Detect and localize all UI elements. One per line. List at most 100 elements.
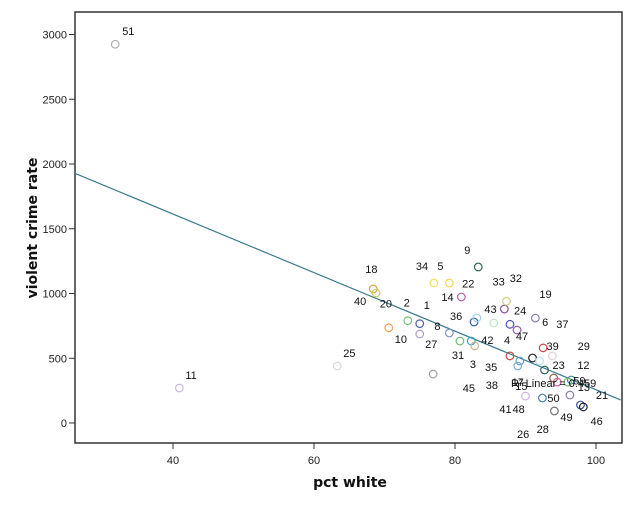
data-point	[538, 393, 547, 403]
point-label: 26	[517, 429, 529, 441]
y-tick-label: 0	[61, 418, 67, 430]
data-point	[332, 361, 342, 371]
point-label: 19	[539, 289, 551, 301]
x-axis: 40 60 80 100	[167, 443, 605, 467]
data-point	[535, 356, 544, 366]
data-point	[563, 377, 573, 387]
y-tick-label: 2000	[43, 159, 67, 171]
point-label: 40	[354, 296, 366, 308]
data-points	[110, 39, 588, 416]
x-tick-label: 60	[308, 455, 320, 467]
point-label: 18	[365, 264, 377, 276]
data-point	[384, 323, 394, 333]
data-point	[540, 365, 549, 375]
point-label: 5	[437, 261, 443, 273]
data-point	[110, 39, 120, 49]
point-label: 28	[537, 424, 549, 436]
data-point	[512, 325, 522, 335]
data-point	[513, 361, 523, 371]
x-tick-label: 40	[167, 455, 179, 467]
data-point	[552, 377, 562, 387]
x-tick-label: 100	[587, 455, 605, 467]
data-point	[456, 292, 466, 302]
data-point	[429, 278, 439, 288]
point-label: 39	[547, 341, 559, 353]
point-label: 20	[380, 299, 392, 311]
point-label: 3	[470, 359, 476, 371]
y-tick-label: 1000	[43, 289, 67, 301]
point-label: 36	[450, 311, 462, 323]
data-point	[473, 262, 483, 272]
y-tick-label: 500	[49, 353, 67, 365]
y-axis-title: violent crime rate	[25, 158, 41, 299]
data-point	[444, 328, 454, 338]
data-point	[371, 288, 381, 298]
data-point	[547, 351, 557, 361]
point-label: 23	[553, 360, 565, 372]
regression-line	[74, 172, 621, 401]
data-point	[428, 369, 438, 379]
point-label: 42	[481, 335, 493, 347]
point-label: 35	[485, 362, 497, 374]
point-label: 47	[516, 331, 528, 343]
r2-annotation: R² Linear = 0.459	[511, 378, 596, 390]
data-point	[505, 319, 515, 329]
data-point	[415, 319, 425, 329]
point-label: 8	[434, 321, 440, 333]
point-label: 31	[452, 350, 464, 362]
point-label: 24	[514, 305, 526, 317]
y-axis: 0 500 1000 1500 2000 2500 3000	[43, 30, 75, 430]
point-label: 43	[484, 304, 496, 316]
data-point	[472, 313, 482, 323]
data-point	[550, 406, 559, 416]
point-label: 12	[577, 360, 589, 372]
point-label: 59	[573, 375, 585, 387]
x-tick-label: 80	[449, 455, 461, 467]
y-tick-label: 2500	[43, 94, 67, 106]
point-label: 14	[441, 292, 453, 304]
point-label: 2	[404, 298, 410, 310]
data-point	[174, 383, 184, 393]
point-label: 34	[416, 261, 428, 273]
data-point	[528, 353, 537, 363]
point-label: 41	[499, 404, 511, 416]
data-point	[489, 318, 499, 328]
data-point	[538, 343, 548, 353]
data-point	[515, 356, 525, 366]
point-label: 48	[513, 404, 525, 416]
data-point	[470, 341, 480, 351]
point-label: 27	[425, 339, 437, 351]
y-tick-label: 1500	[43, 224, 67, 236]
data-point	[521, 391, 530, 401]
data-point	[502, 296, 511, 306]
data-point	[444, 278, 454, 288]
point-label: 37	[556, 319, 568, 331]
fit-line	[74, 172, 621, 401]
data-point	[505, 351, 515, 361]
point-label: 21	[596, 390, 608, 402]
point-label: 13	[578, 382, 590, 394]
data-point	[565, 390, 575, 400]
point-label: 50	[547, 393, 559, 405]
data-point	[415, 329, 425, 339]
data-point	[403, 316, 413, 326]
point-label: 38	[486, 380, 498, 392]
point-label: 17	[512, 377, 524, 389]
point-label: 29	[578, 341, 590, 353]
point-label: 6	[542, 317, 548, 329]
point-label: 45	[463, 383, 475, 395]
point-label: 33	[492, 276, 504, 288]
point-label: 22	[462, 279, 474, 291]
point-label: 46	[590, 416, 602, 428]
point-label: 49	[560, 412, 572, 424]
x-axis-title: pct white	[313, 475, 387, 491]
data-point	[530, 313, 540, 323]
point-label: 15	[515, 381, 527, 393]
plot-area-border	[74, 11, 623, 444]
point-label: 25	[343, 348, 355, 360]
data-point	[455, 336, 465, 346]
point-label: 32	[510, 273, 522, 285]
data-point	[499, 304, 509, 314]
